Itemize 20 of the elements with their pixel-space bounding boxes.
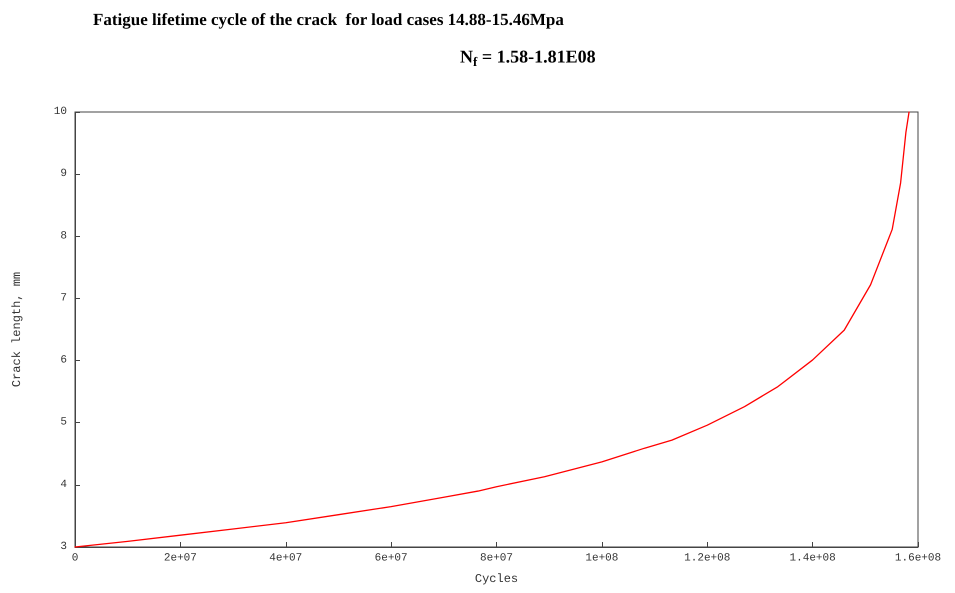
y-tick-label: 3: [60, 541, 67, 553]
x-axis-title: Cycles: [474, 572, 518, 586]
y-axis-title: Crack length, mm: [10, 272, 24, 388]
x-tick-label: 2e+07: [164, 552, 197, 564]
x-tick-label: 6e+07: [374, 552, 408, 564]
y-tick-label: 6: [60, 354, 67, 367]
x-tick-label: 1.4e+08: [790, 552, 836, 564]
x-tick-label: 1.6e+08: [894, 552, 942, 564]
chart-title: Fatigue lifetime cycle of the crack for load cases 14.88-15.46Mpa: [93, 10, 564, 29]
x-tick-label: 1.2e+08: [684, 552, 730, 564]
y-tick-label: 8: [60, 230, 67, 242]
y-tick-label: 9: [60, 168, 67, 180]
x-tick-label: 4e+07: [269, 552, 302, 564]
x-tick-label: 0: [72, 552, 78, 564]
y-tick-label: 5: [60, 416, 67, 429]
x-tick-label: 1e+08: [585, 552, 618, 564]
x-tick-label: 8e+07: [480, 552, 514, 564]
y-tick-label: 4: [60, 478, 68, 491]
y-tick-label: 7: [60, 292, 67, 304]
y-tick-label: 10: [54, 106, 67, 118]
